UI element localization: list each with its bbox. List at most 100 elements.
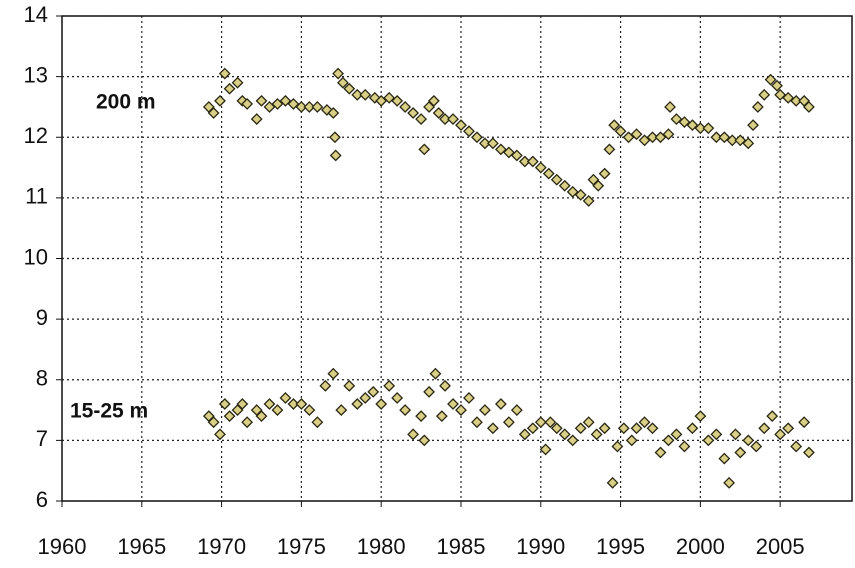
point xyxy=(742,434,755,447)
point xyxy=(303,101,316,113)
point xyxy=(391,94,404,107)
point xyxy=(718,131,731,144)
x-tick-label: 1960 xyxy=(38,534,87,559)
point xyxy=(463,125,475,138)
point xyxy=(494,398,507,410)
point xyxy=(447,398,459,410)
point xyxy=(606,476,619,489)
point xyxy=(702,122,715,135)
point xyxy=(518,428,531,441)
point xyxy=(479,137,491,150)
point xyxy=(611,440,624,453)
point xyxy=(303,404,316,416)
point xyxy=(287,398,300,410)
point xyxy=(723,476,736,489)
point xyxy=(802,101,815,113)
point xyxy=(542,167,555,180)
x-tick-label: 1970 xyxy=(197,534,246,559)
point xyxy=(214,94,226,107)
y-tick-label: 10 xyxy=(24,244,48,269)
y-tick-label: 12 xyxy=(24,123,48,148)
point xyxy=(790,94,803,107)
point xyxy=(729,428,742,441)
point xyxy=(518,155,531,168)
point xyxy=(471,416,483,429)
point xyxy=(782,422,795,435)
x-tick-label: 2000 xyxy=(676,534,725,559)
point xyxy=(662,434,675,447)
x-tick-label: 1990 xyxy=(516,534,565,559)
point xyxy=(287,97,300,110)
point xyxy=(271,404,284,416)
point xyxy=(582,416,595,429)
y-tick-label: 7 xyxy=(36,426,48,451)
point xyxy=(223,410,236,423)
point xyxy=(790,440,803,453)
x-tick-label: 1965 xyxy=(117,534,166,559)
point xyxy=(802,446,815,459)
point xyxy=(263,101,276,113)
point xyxy=(218,67,231,80)
point xyxy=(231,76,244,89)
point xyxy=(782,91,795,104)
point xyxy=(566,185,579,198)
point xyxy=(295,101,308,113)
point xyxy=(718,452,731,465)
point xyxy=(335,404,348,416)
point xyxy=(758,88,771,101)
point xyxy=(686,119,699,132)
point xyxy=(539,443,552,456)
y-tick-label: 6 xyxy=(36,487,48,512)
point xyxy=(415,410,428,423)
point xyxy=(510,404,523,416)
point xyxy=(255,410,268,423)
y-tick-label: 9 xyxy=(36,305,48,330)
point xyxy=(544,416,557,429)
point xyxy=(764,73,777,86)
point xyxy=(742,137,755,150)
point xyxy=(455,119,467,132)
y-tick-label: 11 xyxy=(25,184,48,209)
point xyxy=(726,134,739,147)
point xyxy=(526,155,539,168)
point xyxy=(332,67,345,80)
point xyxy=(694,122,707,135)
point xyxy=(439,379,451,392)
point xyxy=(463,392,475,404)
point xyxy=(646,422,659,435)
point xyxy=(502,146,515,159)
point xyxy=(598,167,611,180)
x-tick-label: 1995 xyxy=(596,534,645,559)
point xyxy=(592,179,605,192)
point xyxy=(734,446,747,459)
point xyxy=(329,149,342,162)
point xyxy=(359,392,372,404)
point xyxy=(678,440,691,453)
point xyxy=(429,367,442,380)
point xyxy=(351,398,364,410)
point xyxy=(399,101,412,113)
point xyxy=(479,404,491,416)
point xyxy=(654,446,667,459)
point xyxy=(423,385,435,398)
point xyxy=(255,94,268,107)
point xyxy=(670,428,683,441)
point xyxy=(664,101,676,113)
point xyxy=(710,131,723,144)
point xyxy=(351,88,364,101)
point xyxy=(798,416,811,429)
point xyxy=(614,125,627,138)
point xyxy=(383,91,396,104)
point xyxy=(375,94,388,107)
point xyxy=(455,404,467,416)
point xyxy=(608,119,621,132)
point xyxy=(447,113,459,125)
point xyxy=(510,149,523,162)
point xyxy=(502,416,515,429)
point xyxy=(598,422,611,435)
point xyxy=(319,379,332,392)
point xyxy=(654,131,667,144)
point xyxy=(359,88,372,101)
point xyxy=(367,385,380,398)
point xyxy=(670,113,683,125)
